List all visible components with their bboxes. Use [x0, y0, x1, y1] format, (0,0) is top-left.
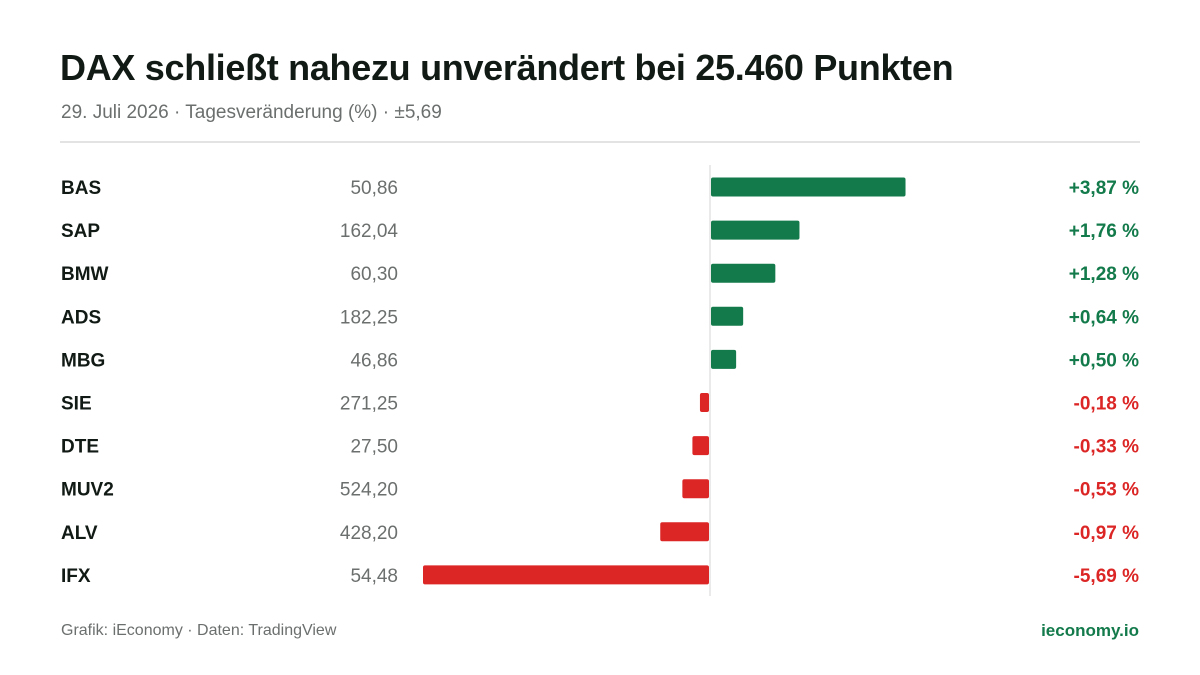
bar [660, 522, 709, 542]
bar [711, 177, 906, 197]
value-label: +1,28 % [1069, 264, 1139, 285]
ticker-label: IFX [61, 566, 91, 587]
value-label: +1,76 % [1069, 221, 1139, 242]
price-label: 428,20 [340, 523, 398, 544]
chart-subtitle: 29. Juli 2026 · Tagesveränderung (%) · ±… [61, 102, 442, 123]
price-label: 182,25 [340, 307, 398, 328]
source-credit: Grafik: iEconomy · Daten: TradingView [61, 622, 337, 639]
value-label: +0,64 % [1069, 307, 1139, 328]
ticker-label: MUV2 [61, 480, 114, 501]
ticker-label: BAS [61, 178, 101, 199]
ticker-label: DTE [61, 437, 99, 458]
bar [711, 220, 800, 240]
bar [692, 436, 709, 456]
price-label: 50,86 [350, 178, 398, 199]
value-label: -0,97 % [1074, 523, 1140, 544]
header-divider [60, 141, 1140, 143]
bar [699, 393, 709, 412]
price-label: 524,20 [340, 480, 398, 501]
value-label: +3,87 % [1069, 178, 1139, 199]
ticker-label: MBG [61, 350, 105, 371]
bar [682, 479, 709, 499]
price-label: 162,04 [340, 221, 399, 242]
value-label: -0,53 % [1074, 480, 1140, 501]
price-label: 46,86 [350, 350, 398, 371]
bar [711, 349, 737, 369]
brand-link[interactable]: ieconomy.io [1041, 621, 1139, 640]
price-label: 27,50 [350, 437, 398, 458]
bar [711, 306, 744, 326]
price-label: 54,48 [350, 566, 398, 587]
ticker-label: BMW [61, 264, 109, 285]
bar [423, 565, 709, 585]
chart-title: DAX schließt nahezu unverändert bei 25.4… [60, 47, 954, 88]
value-label: +0,50 % [1069, 350, 1139, 371]
bar [711, 263, 776, 283]
ticker-label: SAP [61, 221, 100, 242]
price-label: 271,25 [340, 394, 398, 415]
ticker-label: SIE [61, 394, 92, 415]
ticker-label: ALV [61, 523, 98, 544]
value-label: -5,69 % [1074, 566, 1140, 587]
value-label: -0,18 % [1074, 394, 1140, 415]
value-label: -0,33 % [1074, 437, 1140, 458]
ticker-label: ADS [61, 307, 101, 328]
price-label: 60,30 [350, 264, 398, 285]
